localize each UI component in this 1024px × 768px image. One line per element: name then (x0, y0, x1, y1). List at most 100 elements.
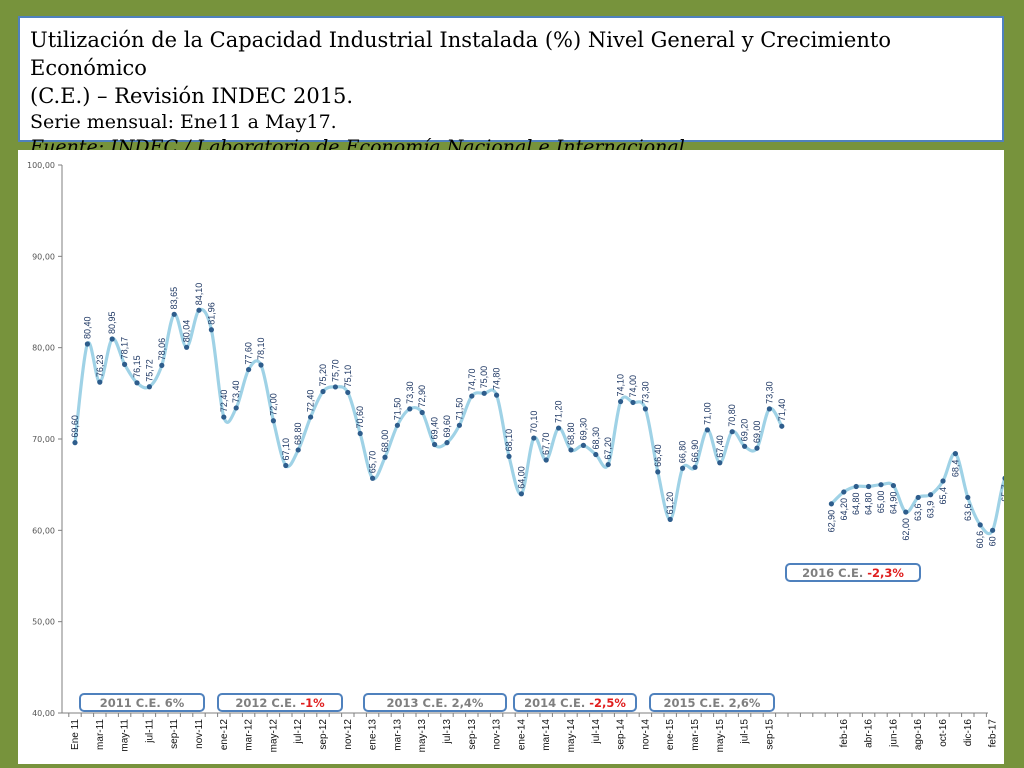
data-label: 71,50 (454, 398, 464, 421)
data-label: 68,80 (293, 422, 303, 445)
data-point (754, 445, 760, 451)
data-point (518, 491, 524, 497)
data-point (97, 379, 103, 385)
y-tick-label: 70,00 (32, 435, 55, 444)
growth-annotation-value: 2,4% (452, 696, 484, 710)
x-tick-label: jul-13 (442, 719, 453, 745)
growth-annotation-year: 2016 C.E. (802, 566, 867, 580)
chart-title-box: Utilización de la Capacidad Industrial I… (18, 16, 1004, 158)
growth-annotation-box (363, 693, 507, 712)
data-label: 68,80 (566, 422, 576, 445)
x-tick-label: sep-15 (764, 719, 775, 750)
data-label: 67,40 (715, 435, 725, 458)
y-tick-label: 90,00 (32, 252, 55, 261)
growth-annotation-value: -1% (300, 696, 325, 710)
x-tick-label: may-12 (268, 719, 279, 753)
data-label: 65,00 (876, 491, 886, 514)
x-tick-label: mar-13 (392, 719, 403, 751)
growth-annotation-box (79, 693, 205, 712)
data-point (841, 489, 847, 495)
data-label: 69,60 (442, 415, 452, 438)
x-tick-label: jul-12 (293, 719, 304, 745)
growth-annotation-year: 2015 C.E. (664, 696, 729, 710)
data-point (246, 366, 252, 373)
growth-annotation-year: 2012 C.E. (235, 696, 300, 710)
data-point (184, 344, 190, 350)
data-point (630, 399, 636, 406)
data-point (766, 406, 773, 412)
x-tick-label: nov-12 (343, 719, 354, 750)
data-point (308, 414, 314, 420)
data-label: 73,30 (405, 381, 415, 404)
data-point (171, 311, 177, 317)
data-label: 83,65 (169, 287, 179, 310)
x-tick-label: jul-14 (591, 719, 602, 745)
data-point (109, 336, 115, 342)
data-label: 77,60 (244, 342, 254, 365)
data-label: 71,50 (392, 398, 402, 421)
growth-annotation-label: 2015 C.E. 2,6% (664, 696, 761, 710)
data-point (506, 453, 512, 459)
x-tick-label: nov-14 (640, 719, 651, 750)
x-tick-label: sep-12 (318, 719, 329, 750)
x-tick-label: sep-11 (169, 719, 180, 749)
data-point (270, 418, 276, 424)
data-point (146, 384, 152, 390)
data-point (283, 462, 289, 469)
chart-title: Utilización de la Capacidad Industrial I… (30, 28, 891, 80)
data-label: 71,40 (777, 399, 787, 422)
x-tick-label: mar-15 (690, 719, 701, 751)
x-tick-label: nov-13 (492, 719, 503, 750)
data-label: 74,00 (628, 375, 638, 398)
data-point (556, 425, 562, 431)
x-tick-label: ago-16 (913, 719, 924, 751)
data-point (729, 429, 735, 435)
data-label: 72,90 (417, 385, 427, 408)
data-label: 65,70 (368, 451, 378, 474)
series-line-1 (73, 307, 784, 521)
data-point (642, 406, 649, 412)
data-point (320, 388, 326, 395)
data-point (494, 392, 500, 398)
data-point (258, 362, 264, 368)
data-point (866, 483, 872, 490)
data-label: 65,4 (938, 487, 948, 505)
data-label: 76,23 (95, 355, 105, 378)
data-label: 75,20 (318, 364, 328, 387)
data-label: 69,20 (740, 419, 750, 442)
data-point (717, 460, 723, 466)
data-label: 81,96 (206, 302, 216, 325)
y-tick-label: 40,00 (32, 709, 55, 718)
data-label: 64,80 (851, 492, 861, 515)
x-tick-label: nov-11 (194, 719, 205, 749)
data-label: 64,20 (839, 498, 849, 521)
data-label: 80,95 (107, 311, 117, 334)
data-label: 67,70 (541, 432, 551, 455)
data-label: 69,00 (752, 421, 762, 444)
data-point (742, 443, 748, 449)
data-point (618, 398, 624, 405)
y-tick-label: 50,00 (32, 618, 55, 627)
data-point (593, 451, 599, 458)
data-point (890, 482, 897, 489)
data-point (72, 440, 78, 446)
data-label: 68,4 (950, 460, 960, 478)
data-point (667, 516, 673, 522)
data-point (332, 384, 338, 390)
growth-annotation-value: 6% (165, 696, 185, 710)
data-label: 78,06 (157, 338, 167, 361)
data-label: 69,60 (70, 415, 80, 438)
growth-annotation-label: 2012 C.E. -1% (235, 696, 325, 710)
data-label: 76,15 (132, 355, 142, 378)
data-label: 60,6 (975, 531, 985, 549)
x-tick-label: dic-16 (963, 719, 974, 747)
data-label: 60 (988, 536, 998, 546)
growth-annotation-box (217, 693, 343, 712)
x-tick-label: jul-11 (144, 719, 155, 744)
data-label: 72,00 (268, 393, 278, 416)
data-point (952, 451, 959, 457)
data-label: 73,40 (231, 380, 241, 403)
data-point (680, 465, 686, 471)
data-label: 72,40 (219, 390, 229, 413)
data-label: 71,00 (702, 402, 712, 425)
